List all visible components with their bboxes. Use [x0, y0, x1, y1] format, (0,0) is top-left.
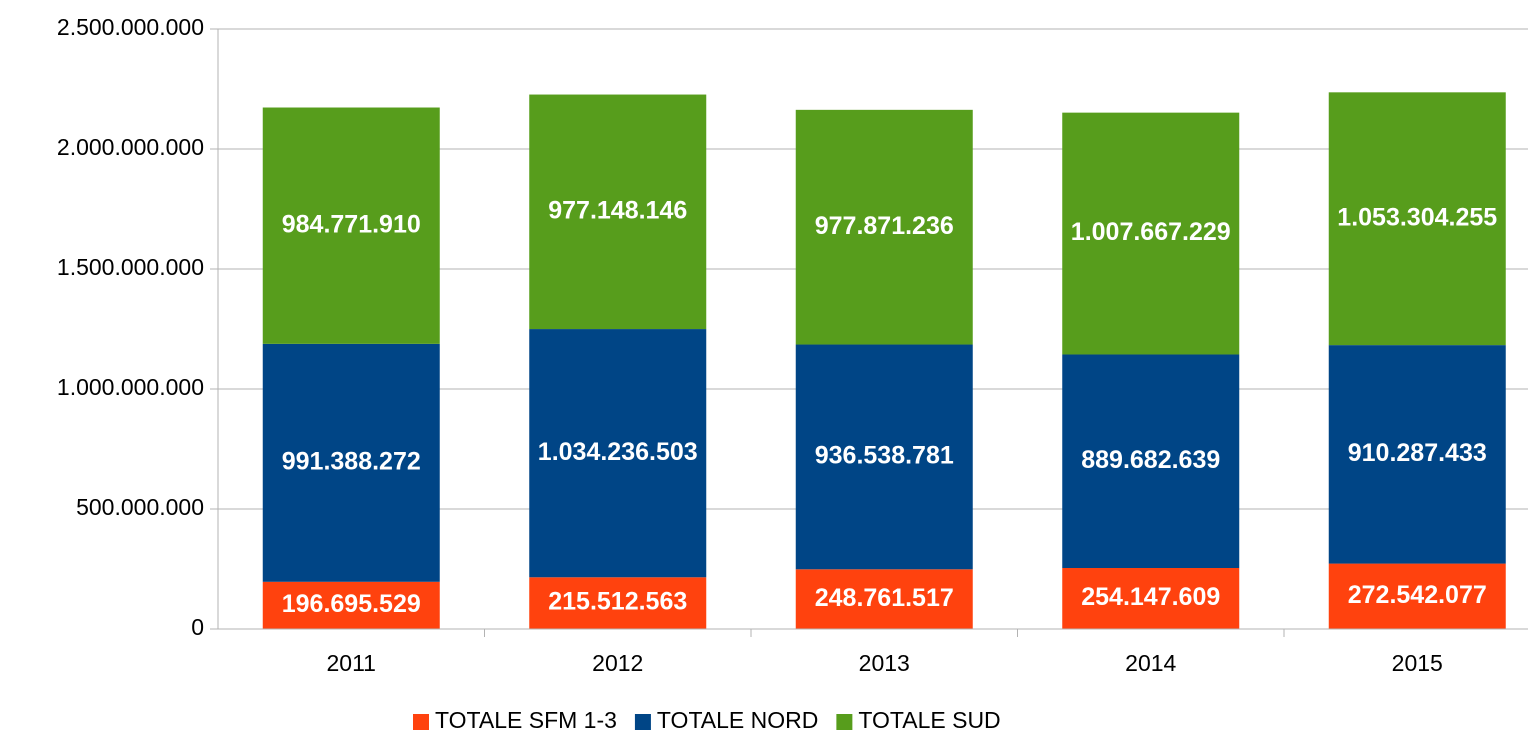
x-tick-label: 2011 [327, 650, 376, 676]
data-label: 272.542.077 [1348, 581, 1487, 609]
data-label: 977.871.236 [815, 212, 954, 240]
bar-segment [529, 94, 707, 330]
bar-segment [1062, 568, 1240, 629]
data-label: 1.053.304.255 [1337, 203, 1497, 231]
legend-label: TOTALE SFM 1-3 [435, 707, 617, 733]
bar-segment [795, 109, 973, 345]
x-tick-label: 2012 [592, 650, 643, 676]
y-tick-label: 2.500.000.000 [57, 14, 204, 40]
legend-swatch [836, 714, 853, 730]
data-label: 1.034.236.503 [538, 438, 698, 466]
data-label: 910.287.433 [1348, 439, 1487, 467]
y-tick-label: 0 [191, 614, 204, 640]
data-label: 1.007.667.229 [1071, 218, 1231, 246]
bar-segment [795, 344, 973, 570]
x-tick-label: 2015 [1392, 650, 1443, 676]
data-label: 936.538.781 [815, 442, 954, 470]
data-label: 977.148.146 [548, 196, 687, 224]
legend-label: TOTALE SUD [858, 707, 1000, 733]
data-label: 196.695.529 [282, 590, 421, 618]
x-tick-label: 2014 [1125, 650, 1176, 676]
bar-segment [1062, 354, 1240, 569]
bar-segment [1328, 92, 1506, 346]
bar-segment [529, 577, 707, 629]
bar-segment [1328, 563, 1506, 629]
data-label: 984.771.910 [282, 210, 421, 238]
data-label: 254.147.609 [1081, 583, 1220, 611]
y-tick-label: 1.500.000.000 [57, 254, 204, 280]
data-label: 991.388.272 [282, 447, 421, 475]
y-tick-label: 2.000.000.000 [57, 134, 204, 160]
y-tick-label: 1.000.000.000 [57, 374, 204, 400]
data-label: 248.761.517 [815, 584, 954, 612]
bar-segment [1328, 345, 1506, 564]
bar-segment [1062, 112, 1240, 355]
bar-segment [262, 343, 440, 582]
data-label: 215.512.563 [548, 588, 687, 616]
data-label: 889.682.639 [1081, 446, 1220, 474]
bar-segment [262, 581, 440, 629]
bar-segment [529, 329, 707, 578]
legend-swatch [634, 714, 651, 730]
x-tick-label: 2013 [859, 650, 910, 676]
bar-segment [795, 569, 973, 629]
legend-label: TOTALE NORD [657, 707, 818, 733]
y-tick-label: 500.000.000 [76, 494, 204, 520]
bar-segment [262, 107, 440, 344]
legend-swatch [413, 714, 429, 730]
